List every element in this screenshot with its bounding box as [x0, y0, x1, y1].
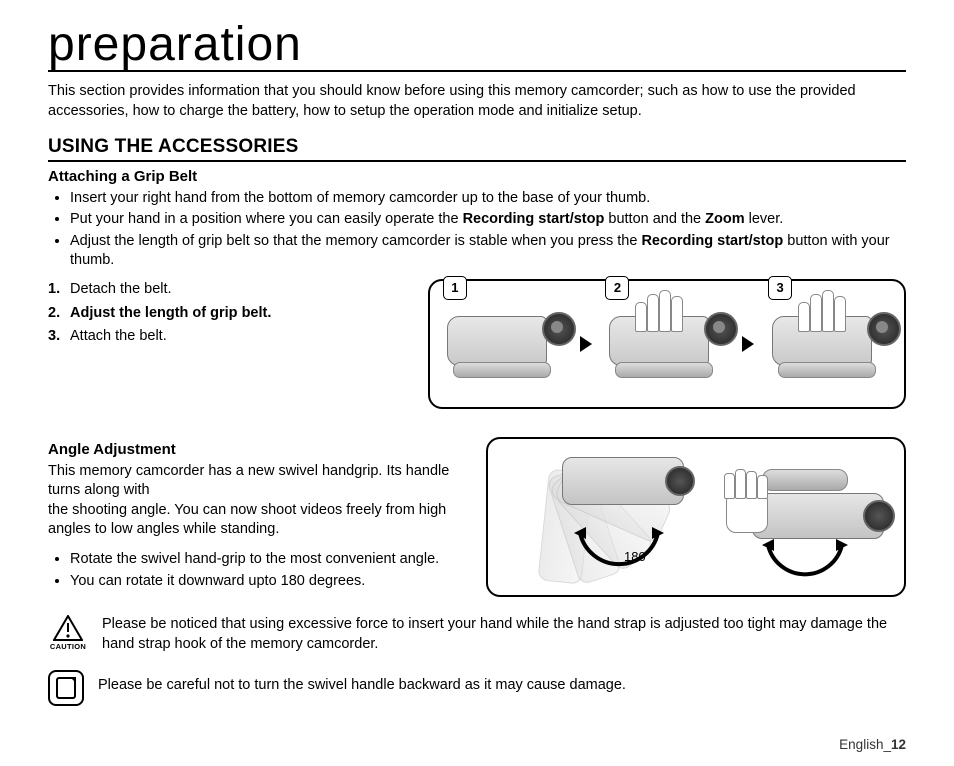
angle-para1: This memory camcorder has a new swivel h… — [48, 462, 468, 501]
strap-icon — [615, 362, 713, 378]
footer-page-number: 12 — [891, 737, 906, 752]
grip-step-2: 2.Adjust the length of grip belt. — [48, 303, 410, 325]
grip-step-2-text: Adjust the length of grip belt. — [70, 305, 271, 321]
angle-row: Angle Adjustment This memory camcorder h… — [48, 437, 906, 599]
grip-bullet-2-a: Put your hand in a position where you ca… — [70, 211, 463, 227]
subheading-angle: Angle Adjustment — [48, 441, 468, 458]
grip-step-3: 3.Attach the belt. — [48, 326, 410, 348]
note-text: Please be careful not to turn the swivel… — [98, 670, 626, 696]
page-title: preparation — [48, 20, 906, 72]
figure-grip-belt: 1 2 3 — [428, 279, 906, 409]
hand-icon — [798, 288, 854, 332]
intro-text: This section provides information that y… — [48, 82, 906, 121]
camcorder-icon — [447, 316, 547, 366]
grip-bullet-2-bold1: Recording start/stop — [463, 211, 605, 227]
figure-angle-adjust: 180˚ — [486, 437, 906, 597]
step-label-1: 1 — [443, 276, 467, 300]
grip-bullet-2-bold2: Zoom — [705, 211, 744, 227]
footer-prefix: English_ — [839, 737, 891, 752]
grip-step-1-num: 1. — [48, 279, 70, 301]
hand-icon — [720, 473, 772, 533]
degree-label: 180˚ — [624, 549, 650, 564]
figure-grip-step3: 3 — [772, 306, 887, 382]
grip-bullet-3-bold1: Recording start/stop — [641, 233, 783, 249]
grip-row: 1.Detach the belt. 2.Adjust the length o… — [48, 279, 906, 409]
caution-text: Please be noticed that using excessive f… — [102, 615, 906, 654]
section-heading-accessories: USING THE ACCESSORIES — [48, 136, 906, 162]
rotation-arc-icon — [762, 539, 848, 579]
angle-swivel-panel: 180˚ — [496, 447, 706, 587]
caution-callout: CAUTION Please be noticed that using exc… — [48, 615, 906, 654]
arrow-icon — [742, 336, 754, 352]
caution-icon: CAUTION — [48, 615, 88, 652]
angle-bullets: Rotate the swivel hand-grip to the most … — [48, 550, 468, 591]
strap-icon — [778, 362, 876, 378]
grip-bullet-2-c: lever. — [745, 211, 784, 227]
grip-bullet-1: Insert your right hand from the bottom o… — [70, 189, 906, 209]
subheading-grip: Attaching a Grip Belt — [48, 168, 906, 185]
page-footer: English_12 — [839, 737, 906, 752]
caution-label: CAUTION — [48, 642, 88, 652]
grip-bullet-3-a: Adjust the length of grip belt so that t… — [70, 233, 641, 249]
camcorder-icon — [562, 457, 684, 505]
hand-icon — [635, 288, 691, 332]
step-label-3: 3 — [768, 276, 792, 300]
grip-bullet-3: Adjust the length of grip belt so that t… — [70, 232, 906, 271]
grip-bullet-2-b: button and the — [604, 211, 705, 227]
angle-text-col: Angle Adjustment This memory camcorder h… — [48, 437, 468, 599]
figure-grip-step1: 1 — [447, 306, 562, 382]
lens-icon — [542, 312, 576, 346]
grip-steps: 1.Detach the belt. 2.Adjust the length o… — [48, 279, 410, 348]
angle-bullet-2: You can rotate it downward upto 180 degr… — [70, 572, 468, 592]
angle-bullet-1: Rotate the swivel hand-grip to the most … — [70, 550, 468, 570]
arrow-icon — [580, 336, 592, 352]
grip-step-1-text: Detach the belt. — [70, 281, 172, 297]
angle-hold-panel — [706, 447, 896, 587]
grip-step-2-num: 2. — [48, 303, 70, 325]
note-icon — [48, 670, 84, 706]
angle-para2: the shooting angle. You can now shoot vi… — [48, 501, 468, 540]
figure-grip-step2: 2 — [609, 306, 724, 382]
grip-handle-icon — [762, 469, 848, 491]
grip-step-1: 1.Detach the belt. — [48, 279, 410, 301]
grip-steps-col: 1.Detach the belt. 2.Adjust the length o… — [48, 279, 410, 356]
step-label-2: 2 — [605, 276, 629, 300]
page: preparation This section provides inform… — [0, 0, 954, 766]
grip-step-3-num: 3. — [48, 326, 70, 348]
rotation-arc-icon — [574, 525, 664, 577]
note-callout: Please be careful not to turn the swivel… — [48, 670, 906, 706]
grip-bullet-2: Put your hand in a position where you ca… — [70, 210, 906, 230]
lens-icon — [704, 312, 738, 346]
grip-bullets: Insert your right hand from the bottom o… — [48, 189, 906, 271]
grip-step-3-text: Attach the belt. — [70, 328, 167, 344]
strap-icon — [453, 362, 551, 378]
lens-icon — [867, 312, 901, 346]
